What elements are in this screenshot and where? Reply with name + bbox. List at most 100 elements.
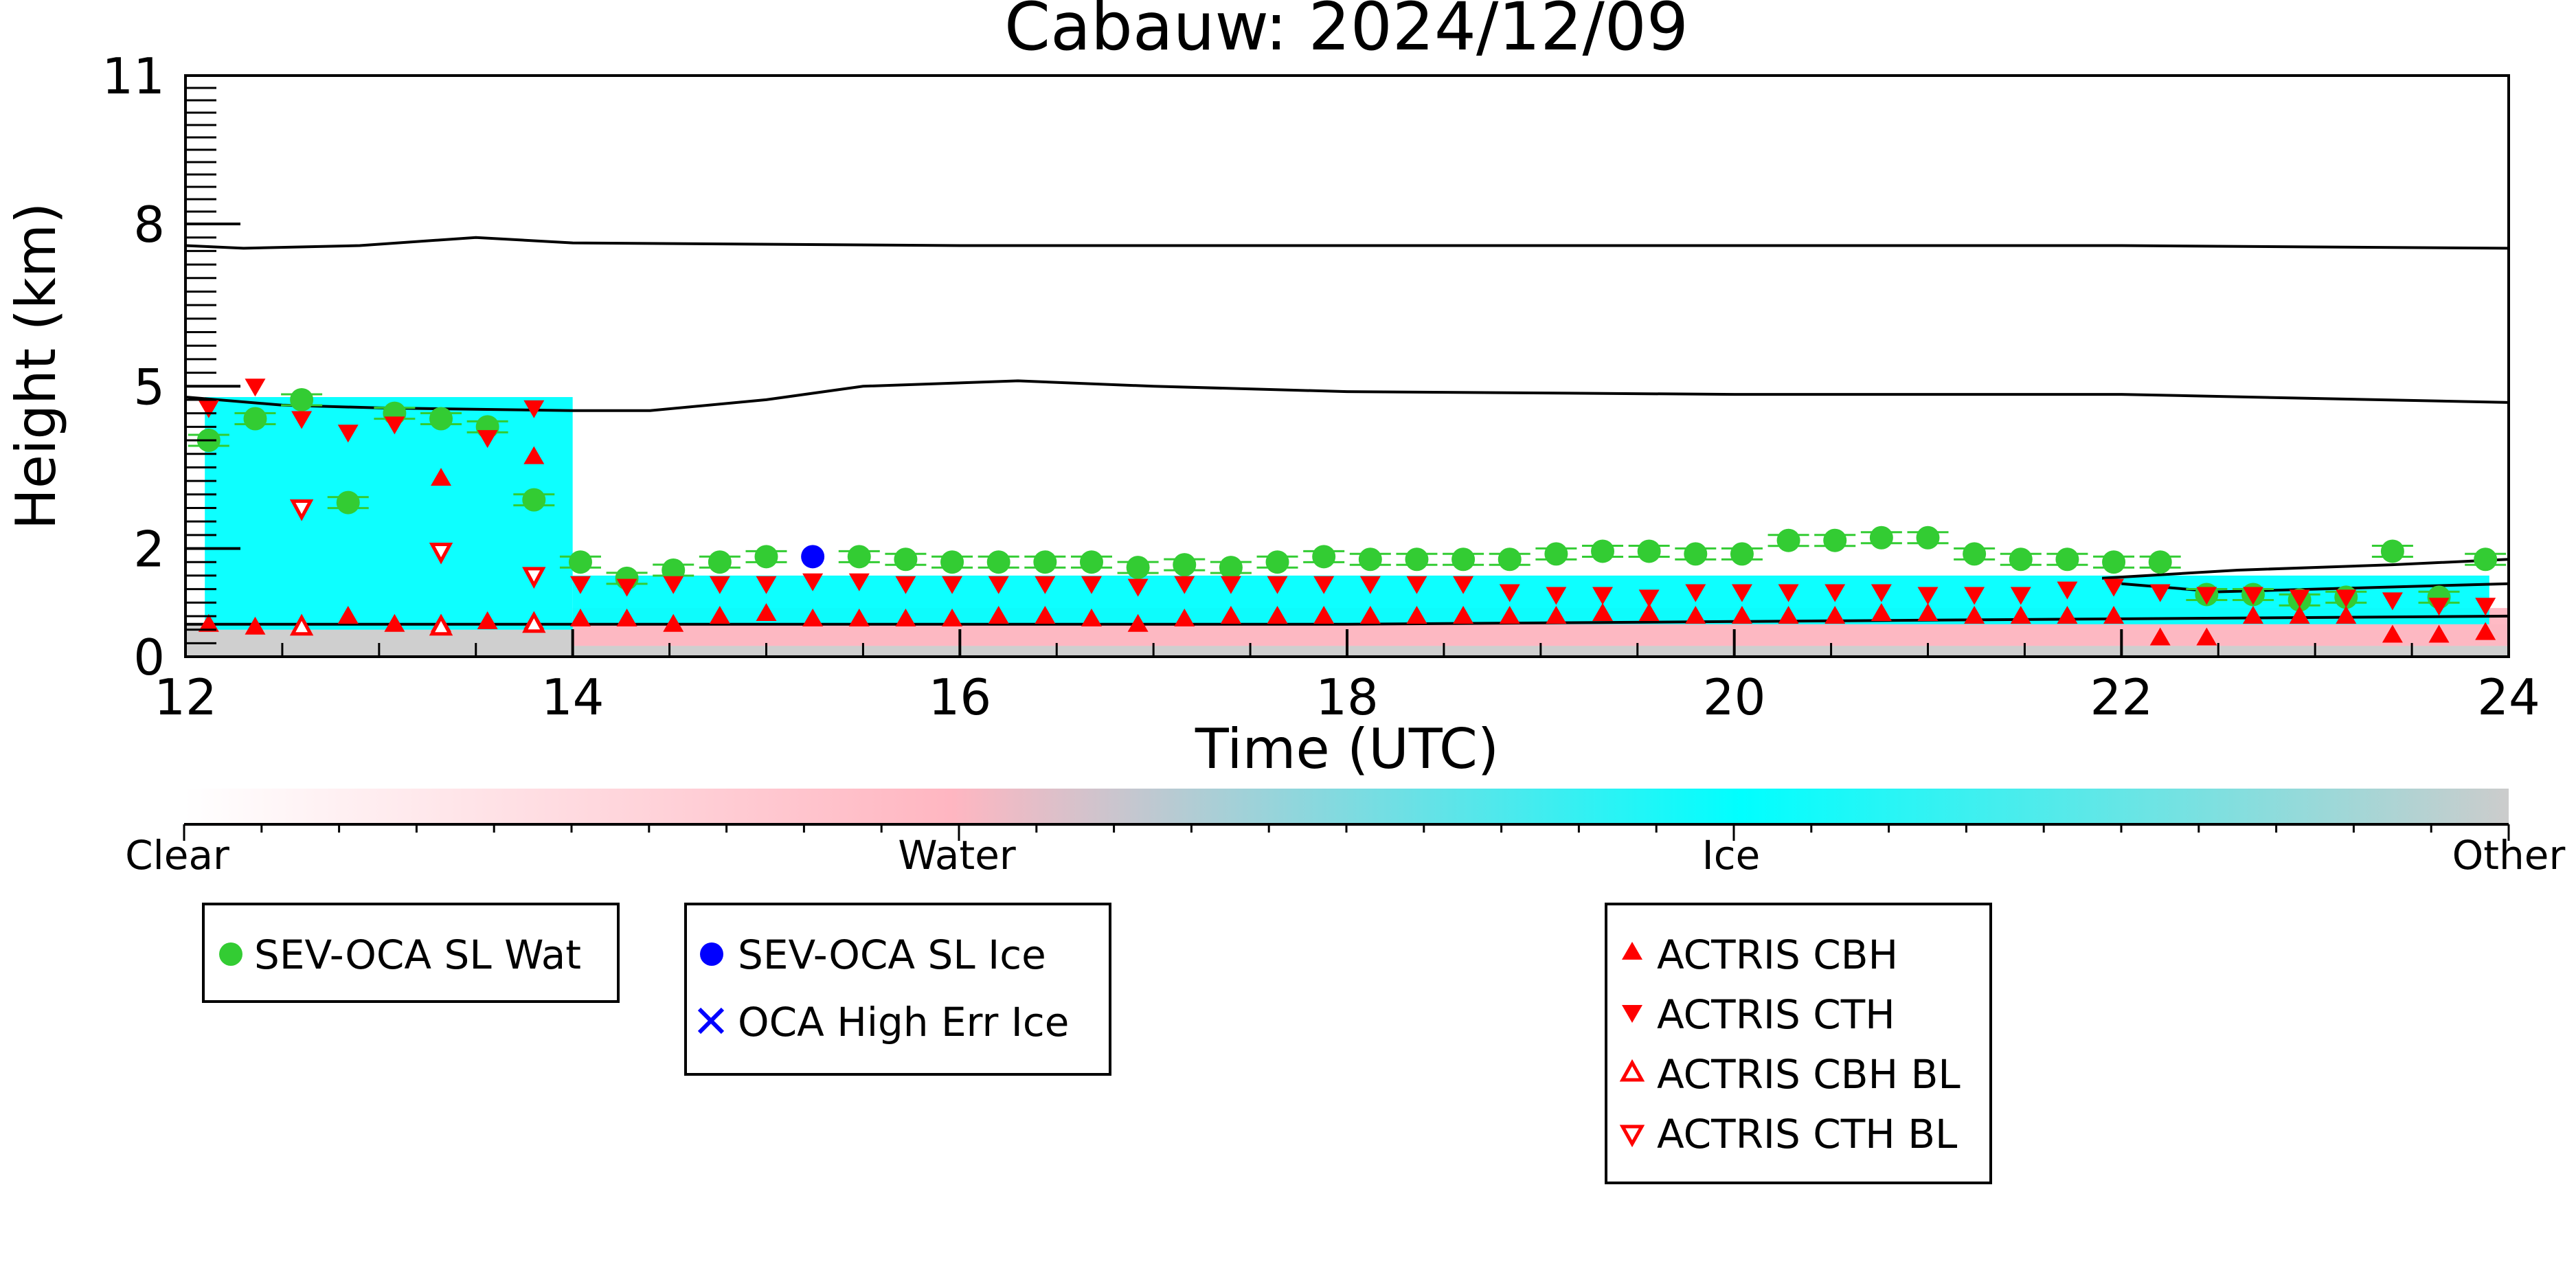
legend-label-actris-cth: ACTRIS CTH [1657, 991, 1895, 1038]
sev-oca-sl-wat-point [1869, 526, 1893, 550]
actris-cbh-point [2382, 624, 2403, 643]
actris-cth-point [2428, 598, 2450, 616]
legend-label-oca-high-err-ice: OCA High Err Ice [738, 999, 1069, 1046]
actris-cbh-point [2196, 627, 2217, 646]
actris-cth-point [1127, 578, 1149, 597]
actris-cth-point [2149, 584, 2171, 602]
actris-cbh-point [663, 613, 684, 632]
profile-line-3 [2101, 558, 2509, 580]
colorbar: Clear Water Ice Other [125, 789, 2565, 879]
sev-oca-sl-wat-point [940, 550, 964, 574]
actris-cbh-point [1685, 605, 1706, 624]
sev-oca-sl-wat-point [336, 490, 360, 515]
actris-cth-point [2103, 578, 2125, 597]
x-tick-label: 22 [2090, 668, 2154, 726]
sev-oca-sl-wat-point [986, 550, 1010, 574]
legend-actris: ACTRIS CBH ACTRIS CTH ACTRIS CBH BL ACTR… [1605, 903, 1992, 1184]
actris-cth-point [245, 379, 266, 397]
actris-cbh-point [988, 605, 1009, 624]
actris-cth-point [1964, 587, 1985, 605]
actris-cth-point [198, 400, 219, 418]
actris-cth-point [1546, 587, 1567, 605]
actris-cbh-point [245, 616, 266, 635]
sev-oca-sl-wat-point [2474, 547, 2498, 572]
actris-cth-point [523, 400, 545, 418]
legend-label-sev-oca-sl-wat: SEV-OCA SL Wat [254, 931, 581, 978]
profile-line-4 [2121, 582, 2509, 594]
actris-cth-point [2382, 592, 2403, 611]
actris-cbh-point [2149, 627, 2171, 646]
actris-cbh-point [848, 608, 870, 626]
legend-sev-wat: SEV-OCA SL Wat [202, 903, 620, 1003]
actris-cbh-point [1778, 605, 1799, 624]
legend-marker-actris-cbh [1622, 942, 1642, 960]
actris-cth-point [1871, 584, 1892, 602]
colorbar-label-ice: Ice [1702, 832, 1761, 879]
sev-oca-sl-wat-point [1916, 526, 1940, 550]
actris-cth-point [802, 573, 824, 591]
y-tick-label: 11 [102, 47, 165, 105]
actris-cbh-point [2242, 605, 2263, 624]
actris-cbh-point [616, 608, 637, 626]
actris-cth-point [384, 416, 405, 435]
sev-oca-sl-wat-point [429, 407, 453, 431]
actris-cth-point [2289, 589, 2310, 608]
classification-layer-ice-3 [572, 575, 2489, 624]
actris-cbh-point [1964, 605, 1985, 624]
legend-marker-actris-cbh-bl [1619, 1059, 1645, 1082]
actris-cbh-point [1917, 603, 1939, 621]
classification-layer-ice-2 [205, 397, 573, 630]
actris-cth-point [1220, 576, 1241, 594]
actris-cbh-point [198, 613, 219, 632]
legend-label-actris-cbh-bl: ACTRIS CBH BL [1657, 1051, 1961, 1098]
sev-oca-sl-wat-point [1033, 550, 1057, 574]
actris-cth-point [1824, 584, 1846, 602]
sev-oca-sl-wat-point [2009, 547, 2033, 572]
axes: 12 14 16 18 20 22 24 0 2 5 8 11 [102, 47, 2540, 726]
actris-cbh-point [1267, 605, 1288, 624]
actris-cbh-point [895, 608, 916, 626]
legend-label-sev-oca-sl-ice: SEV-OCA SL Ice [738, 931, 1046, 978]
actris-cth-point [1035, 576, 1056, 594]
actris-cbh-point [942, 608, 963, 626]
sev-oca-sl-wat-point [1358, 547, 1382, 572]
sev-oca-sl-wat-point [1405, 547, 1429, 572]
actris-cbh-point [1081, 608, 1102, 626]
actris-cbh-point [1313, 605, 1335, 624]
actris-cth-bl-point [289, 499, 314, 521]
actris-cth-point [616, 578, 637, 597]
sev-oca-sl-wat-point [1730, 542, 1754, 566]
y-tick-label: 2 [133, 521, 165, 578]
actris-cth-point [1638, 589, 1660, 608]
actris-cth-point [1499, 584, 1520, 602]
sev-oca-sl-wat-point [522, 488, 546, 512]
sev-oca-sl-wat-point [1451, 547, 1476, 572]
actris-cth-point [1081, 576, 1102, 594]
actris-cth-point [1174, 576, 1195, 594]
sev-oca-sl-wat-point [243, 407, 267, 431]
actris-cth-point [477, 430, 498, 449]
actris-cth-point [337, 425, 359, 443]
actris-cbh-point [1592, 603, 1614, 621]
colorbar-label-clear: Clear [125, 832, 229, 879]
actris-cbh-point [2103, 605, 2125, 624]
actris-cbh-point [709, 605, 730, 624]
actris-cth-point [1592, 587, 1614, 605]
actris-cbh-point [1871, 603, 1892, 621]
legend-marker-oca-high-err-ice [697, 1007, 725, 1035]
sev-oca-sl-wat-point [290, 387, 314, 411]
actris-cth-point [2336, 589, 2357, 608]
x-axis-label: Time (UTC) [1195, 717, 1499, 781]
sev-oca-sl-wat-point [847, 545, 871, 569]
sev-oca-sl-wat-point [708, 550, 732, 574]
actris-cbh-point [1127, 613, 1149, 632]
sev-oca-sl-wat-point [662, 558, 686, 582]
actris-cbh-point [2336, 605, 2357, 624]
x-tick-label: 18 [1315, 668, 1379, 726]
sev-oca-sl-wat-point [2102, 550, 2126, 574]
actris-cth-point [1685, 584, 1706, 602]
profile-line-0 [185, 236, 2509, 250]
actris-cth-point [942, 576, 963, 594]
actris-cbh-point [1359, 605, 1381, 624]
